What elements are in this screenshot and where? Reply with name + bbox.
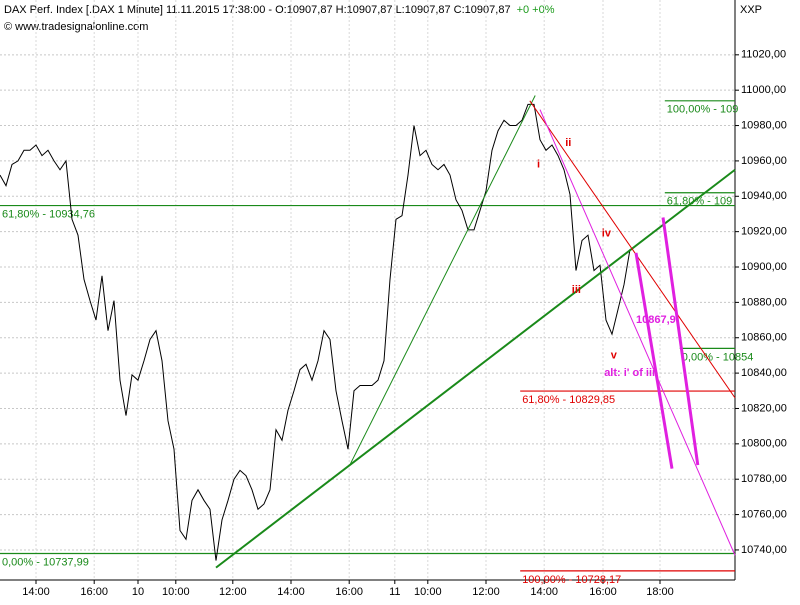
x-tick-label: 10:00 [414,586,442,598]
trendline [539,109,736,556]
x-tick-label: 16:00 [80,586,108,598]
level-label: 61,80% - 109 [667,196,732,208]
wave-label: 10867,9 [636,314,676,326]
source: © www.tradesignalonline.com [4,21,148,33]
trendline [529,100,736,399]
level-label: 61,80% - 10934,76 [2,208,95,220]
wave-label: ii [565,137,571,149]
y-tick-label: 10960,00 [741,155,787,167]
x-tick-label: 16:00 [589,586,617,598]
level-label: 61,80% - 10829,85 [522,394,615,406]
x-tick-label: 14:00 [22,586,50,598]
trendline [634,252,674,469]
axis-label: XXP [740,4,762,16]
x-tick-label: 16:00 [335,586,363,598]
y-tick-label: 10740,00 [741,544,787,556]
wave-label: iii [572,284,581,296]
x-tick-label: 11 [389,586,400,598]
y-tick-label: 11000,00 [741,84,786,96]
y-tick-label: 10880,00 [741,296,787,308]
level-label: 100,00% - 109 [667,104,739,116]
price-line [0,103,631,561]
change: +0 +0% [517,4,555,16]
trendline [349,95,536,466]
wave-label: alt: i' of iii [604,367,655,379]
y-tick-label: 10760,00 [741,508,787,520]
wave-label: iv [602,227,612,239]
x-tick-label: 10:00 [162,586,190,598]
x-tick-label: 12:00 [472,586,500,598]
wave-label: v [611,349,618,361]
y-tick-label: 10980,00 [741,119,787,131]
level-label: 100,00% - 10728,17 [522,574,621,586]
x-tick-label: 18:00 [646,586,674,598]
y-tick-label: 11020,00 [741,49,786,61]
y-tick-label: 10780,00 [741,473,787,485]
y-tick-label: 10940,00 [741,190,787,202]
y-tick-label: 10800,00 [741,438,787,450]
y-tick-label: 10920,00 [741,226,787,238]
x-tick-label: 14:00 [277,586,305,598]
x-tick-label: 10 [132,586,144,598]
level-label: 0,00% - 10854 [682,351,754,363]
level-label: 0,00% - 10737,99 [2,556,89,568]
wave-label: i [537,158,540,170]
y-tick-label: 10860,00 [741,332,787,344]
trendline [661,217,700,466]
x-tick-label: 14:00 [530,586,558,598]
y-tick-label: 10900,00 [741,261,787,273]
y-tick-label: 10840,00 [741,367,787,379]
x-tick-label: 12:00 [219,586,247,598]
trendline [215,168,736,569]
chart-title: DAX Perf. Index [.DAX 1 Minute] 11.11.20… [4,4,511,16]
y-tick-label: 10820,00 [741,402,787,414]
